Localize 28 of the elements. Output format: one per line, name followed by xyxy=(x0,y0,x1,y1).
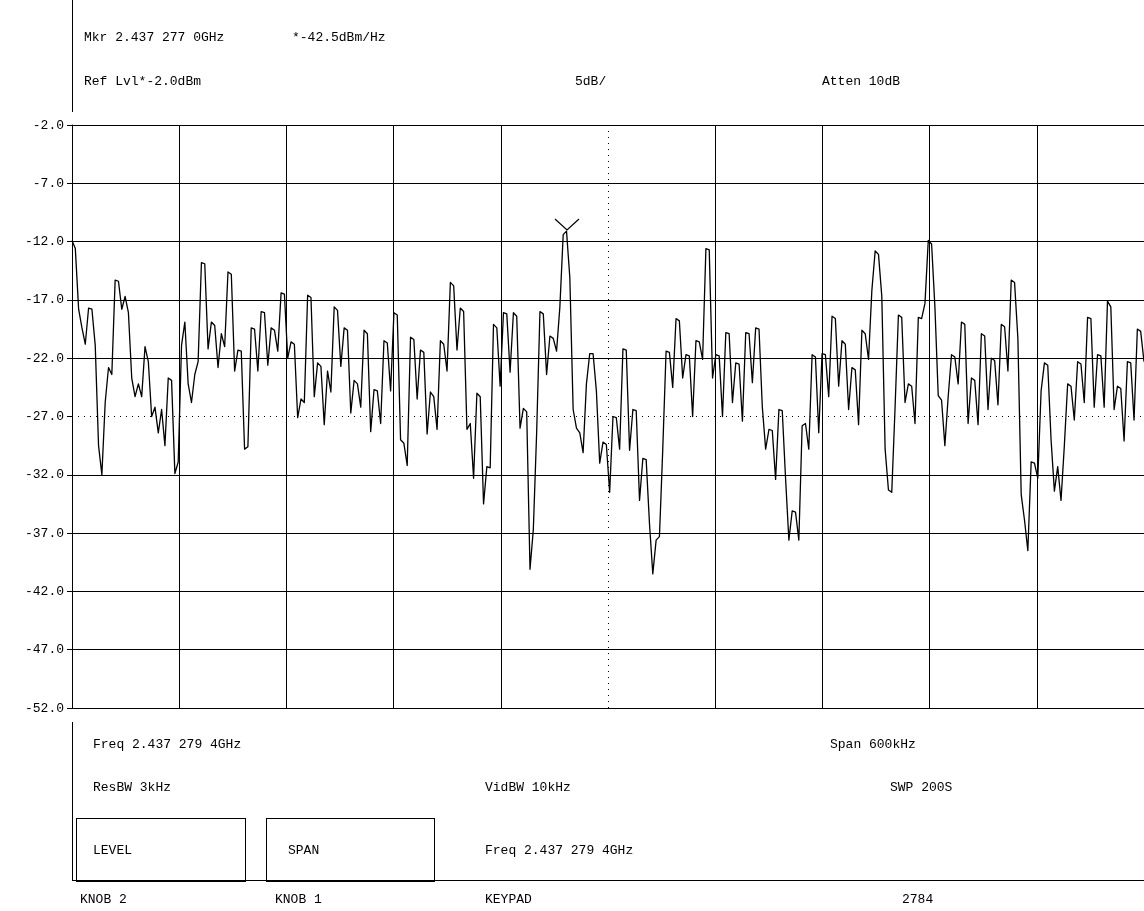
text: SPAN xyxy=(288,843,320,859)
y-tick-label: -32.0 xyxy=(24,467,64,483)
text: Span 600kHz xyxy=(830,737,916,753)
text: KEYPAD xyxy=(485,892,532,908)
text: Mkr 2.437 277 0GHz xyxy=(84,30,225,46)
y-tick-label: -37.0 xyxy=(24,525,64,541)
text: LEVEL xyxy=(93,843,133,859)
y-tick-label: -27.0 xyxy=(24,409,64,424)
y-tick-label: -12.0 xyxy=(24,234,64,250)
y-tick-label: -7.0 xyxy=(32,175,64,191)
y-tick-label: -17.0 xyxy=(24,292,64,308)
text: ResBW 3kHz xyxy=(93,780,172,796)
text: Atten 10dB xyxy=(822,74,901,90)
text: KNOB 2 xyxy=(80,892,127,908)
text: *-42.5dBm/Hz xyxy=(292,30,386,46)
text: VidBW 10kHz xyxy=(485,780,571,796)
text: 2784 xyxy=(902,892,934,908)
y-tick-label: -2.0 xyxy=(32,117,64,133)
y-tick-label: -47.0 xyxy=(24,642,64,658)
y-tick-label: -52.0 xyxy=(24,700,64,716)
text: KNOB 1 xyxy=(275,892,322,908)
text: Ref Lvl*-2.0dBm xyxy=(84,74,202,90)
text: 5dB/ xyxy=(575,74,607,90)
y-tick-label: -42.0 xyxy=(24,583,64,599)
text: Freq 2.437 279 4GHz xyxy=(485,843,634,859)
text: Freq 2.437 279 4GHz xyxy=(93,737,242,753)
text: SWP 200S xyxy=(890,780,953,796)
y-tick-label: -22.0 xyxy=(24,350,64,366)
